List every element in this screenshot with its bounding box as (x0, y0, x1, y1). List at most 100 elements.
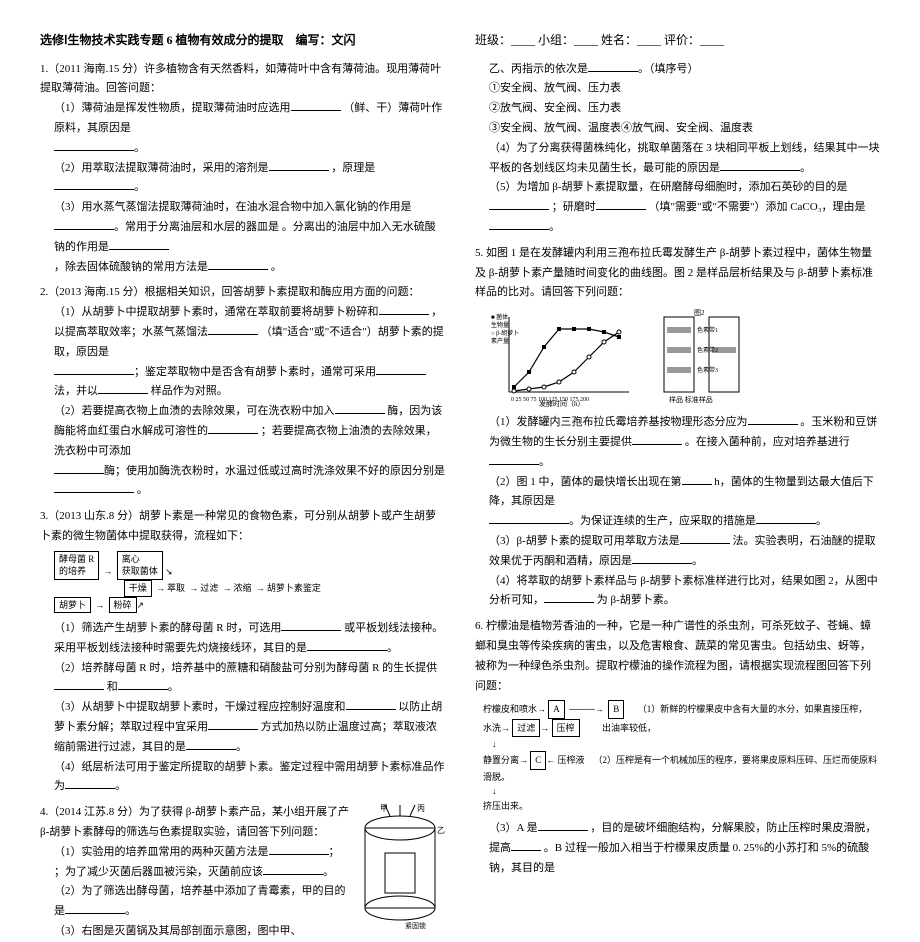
q3-1c: 。 (387, 642, 398, 654)
q5-2d: 。 (816, 515, 827, 527)
q1-stem: 1.（2011 海南.15 分）许多植物含有天然香料，如薄荷叶中含有薄荷油。现用… (40, 60, 445, 100)
q6f-squeeze: 压榨液 (558, 755, 585, 765)
q6-3c: 。B 过程一般加入相当于柠檬果皮质量 0. 25%的小苏打和 5%的硫酸钠，其目… (489, 842, 869, 874)
q4-5a: （5）为增加 β-胡萝卜素提取量，在研磨酵母细胞时，添加石英砂的目的是 (489, 181, 848, 193)
q3-2c: 。 (168, 681, 179, 693)
svg-text:生物量: 生物量 (491, 321, 509, 329)
q6f-wash: 水洗 (483, 723, 501, 733)
q6f-sep: 静置分离 (483, 755, 519, 765)
svg-text:■ 菌体: ■ 菌体 (491, 313, 508, 321)
q1-2b: ，原理是 (331, 162, 375, 174)
flow-extract: 萃取 (167, 583, 185, 593)
flow-yeast: 酵母菌 R (59, 554, 94, 564)
q4-1c: 。 (323, 866, 334, 878)
question-5: 5. 如图 1 是在发酵罐内利用三孢布拉氏霉发酵生产 β-胡萝卜素过程中，菌体生… (475, 244, 880, 611)
q2-1a: （1）从胡萝卜中提取胡萝卜素时，通常在萃取前要将胡萝卜粉碎和 (54, 306, 379, 318)
q1-3a: （3）用水蒸气蒸馏法提取薄荷油时，在油水混合物中加入氯化钠的作用是 (54, 201, 412, 213)
q2-2a: （2）若要提高衣物上血渍的去除效果，可在洗衣粉中加入 (54, 405, 335, 417)
q4-5c: （填"需要"或"不需要"）添加 CaCO₃，理由是 (649, 201, 866, 213)
flow-conc: 浓缩 (234, 583, 252, 593)
q2-2e: 。 (137, 484, 148, 496)
q1-1c: 。 (134, 142, 145, 154)
right-column: 班级：____ 小组：____ 姓名：____ 评价：____ 乙、丙指示的依次… (475, 30, 880, 607)
flow-dry: 干燥 (124, 580, 152, 597)
q1-3d: ，除去固体硫酸钠的常用方法是 (54, 261, 208, 273)
q6-3d0: 挤压出来。 (483, 801, 528, 811)
q5-2a: （2）图 1 中，菌体的最快增长出现在第 (489, 476, 682, 488)
q3-4b: 。 (115, 780, 126, 792)
svg-text:图2: 图2 (694, 309, 705, 317)
doc-author: 编写：文闪 (296, 33, 356, 47)
q3-stem: 3.（2013 山东.8 分）胡萝卜素是一种常见的食物色素，可分别从胡萝卜或产生… (40, 507, 445, 547)
question-4-cont: 乙、丙指示的依次是 。（填序号） ①安全阀、放气阀、压力表 ②放气阀、安全阀、压力… (475, 60, 880, 238)
svg-text:素产量: 素产量 (491, 337, 509, 345)
question-6: 6. 柠檬油是植物芳香油的一种，它是一种广谱性的杀虫剂，可杀死蚊子、苍蝇、蟑螂和… (475, 617, 880, 878)
q3-2a: （2）培养酵母菌 R 时，培养基中的蔗糖和硝酸盐可分别为酵母菌 R 的生长提供 (54, 662, 437, 674)
q4-2b: 。 (125, 905, 136, 917)
q4-1b: ；为了减少灭菌后器皿被污染，灭菌前应该 (54, 866, 263, 878)
q3-1a: （1）筛选产生胡萝卜素的酵母菌 R 时，可选用 (54, 622, 281, 634)
q2-1e: 法，并以 (54, 385, 98, 397)
q4-4a: （4）为了分离获得菌株纯化，挑取单菌落在 3 块相同平板上划线，结果其中一块平板… (489, 142, 880, 174)
q5-3a: （3）β-胡萝卜素的提取可用萃取方法是 (489, 535, 680, 547)
q6f-b: B (608, 700, 624, 718)
svg-text:甲: 甲 (380, 804, 388, 813)
q6-3a: （3）A 是 (489, 822, 538, 834)
q5-stem: 5. 如图 1 是在发酵罐内利用三孢布拉氏霉发酵生产 β-胡萝卜素过程中，菌体生… (475, 244, 880, 303)
q5-3c: 。 (692, 555, 703, 567)
q4-opt1: ①安全阀、放气阀、压力表 (475, 79, 880, 99)
q5-1d: 。 (539, 456, 550, 468)
q4-opt2: ②放气阀、安全阀、压力表 (475, 99, 880, 119)
flow-yeast2: 的培养 (59, 566, 86, 576)
q6f-oil: 出油率较低， (602, 723, 656, 733)
q4-3c: 。（填序号） (638, 63, 699, 75)
question-4: 甲 丙 乙 紧固锁 4.（2014 江苏.8 分）为了获得 β-胡萝卜素产品，某… (40, 803, 445, 942)
q5-2c: 。为保证连续的生产，应采取的措施是 (569, 515, 756, 527)
svg-text:丙: 丙 (417, 804, 425, 813)
q4-1a: （1）实验用的培养皿常用的两种灭菌方法是 (54, 846, 269, 858)
flow-carrot: 胡萝卜 (54, 597, 91, 614)
q5-4b: 为 β-胡萝卜素。 (597, 594, 675, 606)
svg-text:乙: 乙 (437, 826, 445, 835)
page-header-right: 班级：____ 小组：____ 姓名：____ 评价：____ (475, 30, 880, 52)
flow-id: 胡萝卜素鉴定 (267, 583, 321, 593)
q4-5d: 。 (549, 221, 560, 233)
chart-2: 色素带1 色素带2 色素带3 样品 标准样品 图2 (649, 307, 759, 407)
question-2: 2.（2013 海南.15 分）根据相关知识，回答胡萝卜素提取和酶应用方面的问题… (40, 283, 445, 501)
svg-text:发酵时间（h）: 发酵时间（h） (539, 399, 585, 407)
q4-3a: （3）右图是灭菌锅及其局部剖面示意图，图中甲、 (54, 925, 302, 937)
q1-3b: 。常用于分离油层和水层的器皿是 (114, 221, 279, 233)
q4-3b: 乙、丙指示的依次是 (489, 63, 588, 75)
q6f-c: C (530, 751, 546, 769)
doc-title: 选修Ⅰ生物技术实践专题 6 植物有效成分的提取 (40, 33, 284, 47)
autoclave-diagram: 甲 丙 乙 紧固锁 (355, 803, 445, 933)
svg-text:色素带3: 色素带3 (697, 366, 718, 374)
svg-text:色素带1: 色素带1 (697, 326, 718, 334)
q4-opt3: ③安全阀、放气阀、温度表④放气阀、安全阀、温度表 (475, 119, 880, 139)
header-fields: 班级：____ 小组：____ 姓名：____ 评价：____ (475, 30, 724, 52)
svg-text:○ β-胡萝卜: ○ β-胡萝卜 (491, 329, 519, 337)
flow-centrifuge: 离心 (122, 554, 140, 564)
q6f-note1: （1）新鲜的柠檬果皮中含有大量的水分，如果直接压榨， (638, 704, 868, 714)
q6-stem: 6. 柠檬油是植物芳香油的一种，它是一种广谱性的杀虫剂，可杀死蚊子、苍蝇、蟑螂和… (475, 617, 880, 696)
q5-1a: （1）发酵罐内三孢布拉氏霉培养基按物理形态分应为 (489, 416, 748, 428)
q5-1c: 。在接入菌种前，应对培养基进行 (685, 436, 850, 448)
question-1: 1.（2011 海南.15 分）许多植物含有天然香料，如薄荷叶中含有薄荷油。现用… (40, 60, 445, 278)
q3-3d: 。 (236, 741, 247, 753)
flow-filter: 过滤 (200, 583, 218, 593)
svg-text:紧固锁: 紧固锁 (405, 921, 426, 930)
q6f-press: 压榨 (552, 719, 580, 737)
svg-text:色素带2: 色素带2 (697, 346, 718, 354)
q3-3a: （3）从胡萝卜中提取胡萝卜素时，干燥过程应控制好温度和 (54, 701, 346, 713)
page-header: 选修Ⅰ生物技术实践专题 6 植物有效成分的提取 编写：文闪 (40, 30, 445, 52)
left-column: 选修Ⅰ生物技术实践专题 6 植物有效成分的提取 编写：文闪 1.（2011 海南… (40, 30, 445, 607)
q6f-ferment: 柠檬皮和喷水 (483, 704, 537, 714)
q1-2c: 。 (134, 181, 145, 193)
q2-stem: 2.（2013 海南.15 分）根据相关知识，回答胡萝卜素提取和酶应用方面的问题… (40, 283, 445, 303)
question-3: 3.（2013 山东.8 分）胡萝卜素是一种常见的食物色素，可分别从胡萝卜或产生… (40, 507, 445, 797)
q1-2a: （2）用萃取法提取薄荷油时，采用的溶剂是 (54, 162, 269, 174)
chart-1: 0 25 50 75 100 125 150 175 200 发酵时间（h） ■… (489, 307, 639, 407)
q5-charts: 0 25 50 75 100 125 150 175 200 发酵时间（h） ■… (489, 307, 880, 407)
q1-3e: 。 (271, 261, 282, 273)
q4-4b: 。 (800, 162, 811, 174)
